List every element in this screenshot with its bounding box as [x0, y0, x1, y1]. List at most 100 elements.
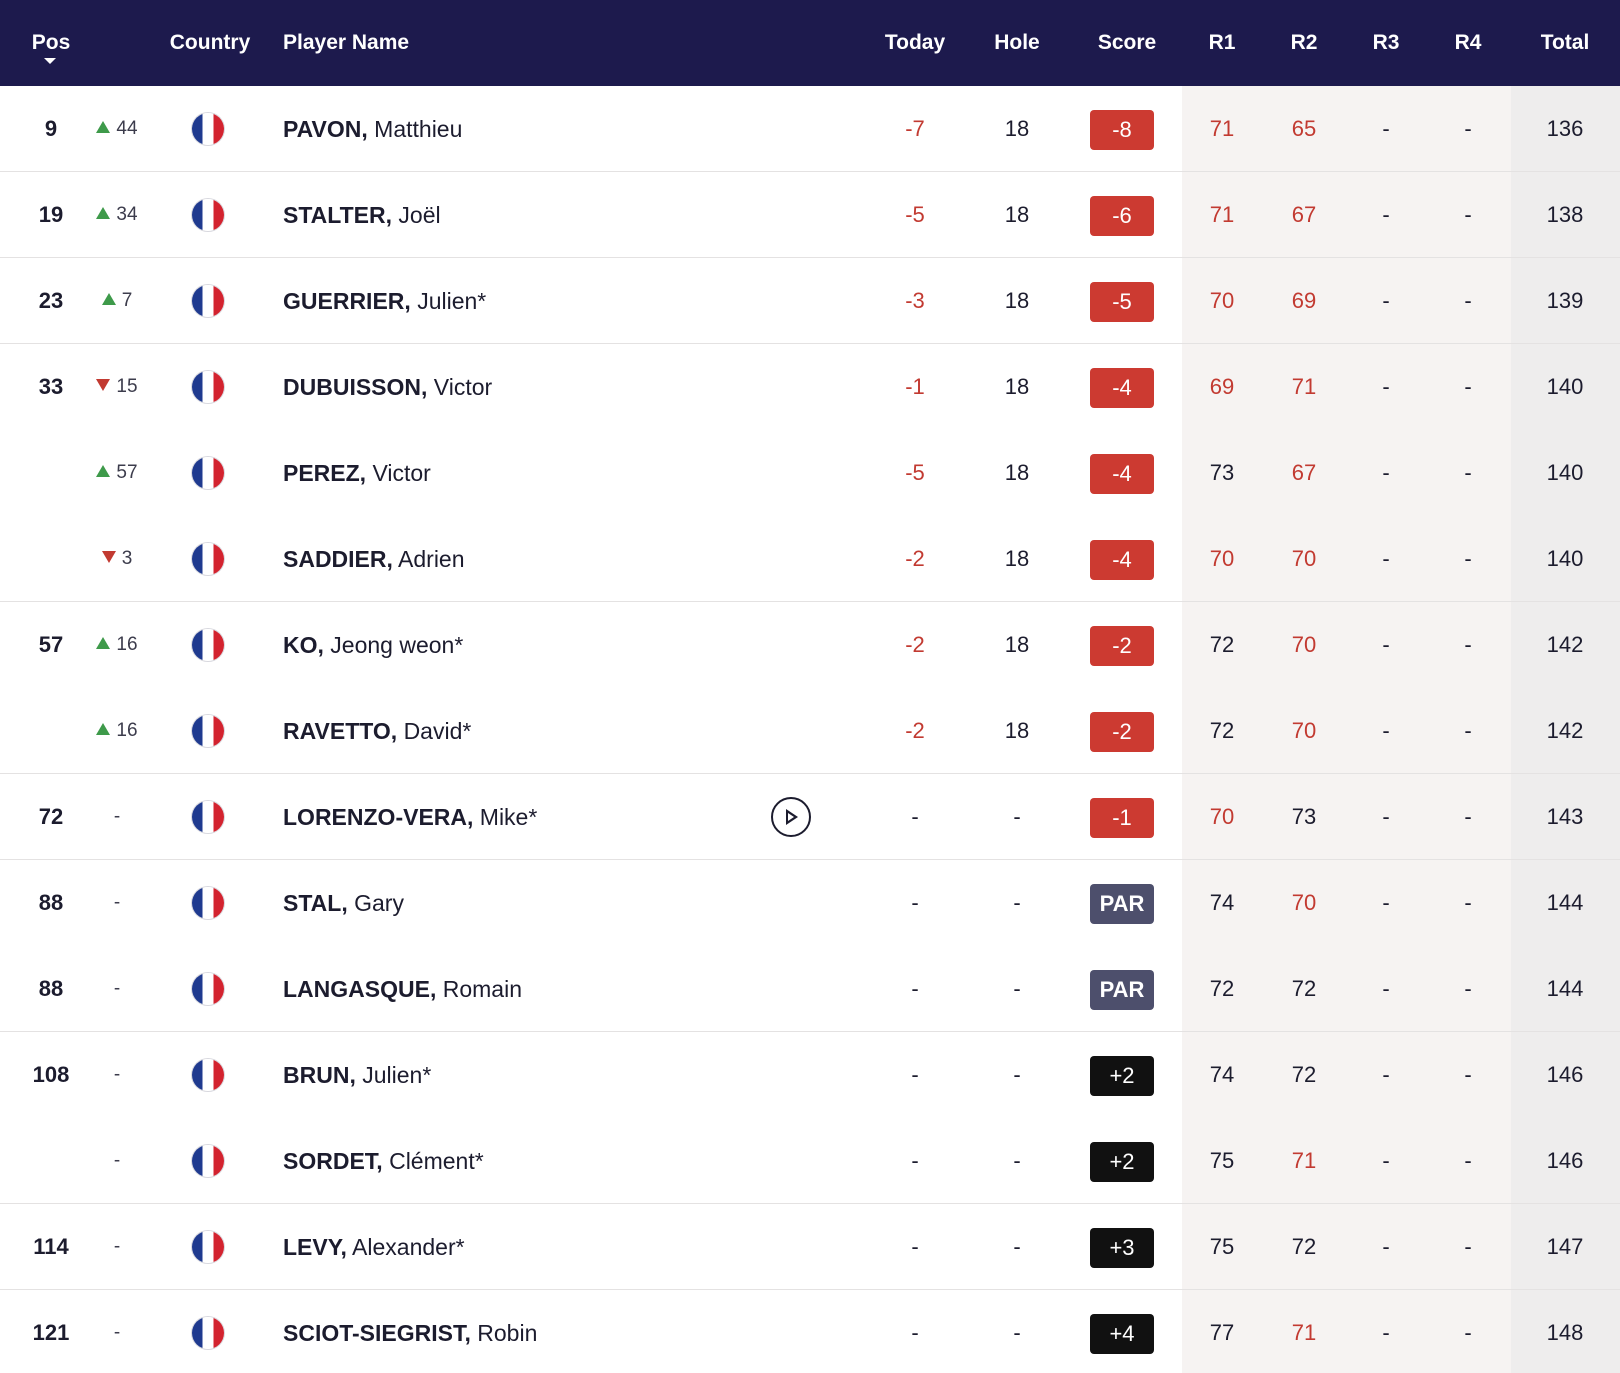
france-flag-icon — [192, 113, 224, 145]
player-name[interactable]: DUBUISSON, Victor — [283, 344, 763, 430]
round-3-score: - — [1382, 546, 1390, 571]
round-4-score: - — [1464, 288, 1472, 313]
table-row[interactable]: 57 PEREZ, Victor -5 18 -4 73 67 - - 140 — [0, 430, 1620, 516]
table-row[interactable]: 72 - LORENZO-VERA, Mike* - - -1 70 73 - - 143 — [0, 774, 1620, 860]
player-name[interactable]: RAVETTO, David* — [283, 688, 763, 774]
round-2-score: 72 — [1291, 1062, 1317, 1087]
score-badge: -4 — [1090, 540, 1154, 581]
round-2-score: 72 — [1291, 976, 1317, 1001]
table-row[interactable]: 57 16 KO, Jeong weon* -2 18 -2 72 70 - - 142 — [0, 602, 1620, 688]
round-4-score: - — [1464, 1320, 1472, 1345]
header-total[interactable]: Total — [1540, 31, 1590, 54]
round-1-score: 72 — [1209, 976, 1235, 1001]
round-3-score: - — [1382, 374, 1390, 399]
player-name[interactable]: PAVON, Matthieu — [283, 86, 763, 172]
total-score: -1 — [1090, 774, 1154, 860]
position-movement: 16 — [88, 688, 146, 774]
player-name[interactable]: BRUN, Julien* — [283, 1032, 763, 1118]
player-name[interactable]: SADDIER, Adrien — [283, 516, 763, 602]
player-name[interactable]: LEVY, Alexander* — [283, 1204, 763, 1290]
hole: 18 — [1004, 288, 1030, 313]
country-flag — [192, 1204, 228, 1290]
round-4-score: - — [1464, 1062, 1472, 1087]
table-row[interactable]: 114 - LEVY, Alexander* - - +3 75 72 - - 147 — [0, 1204, 1620, 1290]
player-name[interactable]: GUERRIER, Julien* — [283, 258, 763, 344]
header-r1[interactable]: R1 — [1208, 31, 1236, 54]
sort-down-icon[interactable] — [44, 58, 56, 64]
player-first-name: Victor — [372, 460, 431, 486]
header-score[interactable]: Score — [1097, 31, 1157, 54]
header-r2[interactable]: R2 — [1290, 31, 1318, 54]
round-2-score: 70 — [1291, 890, 1317, 915]
arrow-down-icon — [96, 378, 111, 391]
player-last-name: BRUN, — [283, 1062, 356, 1088]
player-last-name: SORDET, — [283, 1148, 383, 1174]
header-pos[interactable]: Pos — [20, 0, 82, 86]
table-row[interactable]: 121 - SCIOT-SIEGRIST, Robin - - +4 77 71 - - 148 — [0, 1290, 1620, 1373]
round-3-score: - — [1382, 890, 1390, 915]
score-badge: PAR — [1090, 970, 1154, 1011]
player-name[interactable]: STAL, Gary — [283, 860, 763, 946]
round-2-score: 69 — [1291, 288, 1317, 313]
player-name[interactable]: PEREZ, Victor — [283, 430, 763, 516]
arrow-up-icon — [96, 464, 111, 477]
header-country[interactable]: Country — [169, 31, 251, 54]
movement-value: 34 — [116, 204, 138, 225]
position-movement: - — [88, 1032, 146, 1118]
today-score: -1 — [905, 374, 925, 399]
table-row[interactable]: 23 7 GUERRIER, Julien* -3 18 -5 70 69 - - 139 — [0, 258, 1620, 344]
header-player-name[interactable]: Player Name — [283, 31, 410, 54]
position-movement: 44 — [88, 86, 146, 172]
position: 88 — [38, 890, 64, 915]
player-last-name: STAL, — [283, 890, 348, 916]
table-row[interactable]: 19 34 STALTER, Joël -5 18 -6 71 67 - - 138 — [0, 172, 1620, 258]
player-name[interactable]: SORDET, Clément* — [283, 1118, 763, 1204]
table-row[interactable]: - SORDET, Clément* - - +2 75 71 - - 146 — [0, 1118, 1620, 1204]
player-name[interactable]: LORENZO-VERA, Mike* — [283, 774, 763, 860]
total-strokes: 140 — [1546, 374, 1584, 399]
round-1-score: 75 — [1209, 1148, 1235, 1173]
hole: - — [1013, 976, 1021, 1001]
header-hole[interactable]: Hole — [994, 31, 1040, 54]
round-1-score: 70 — [1209, 546, 1235, 571]
table-row[interactable]: 16 RAVETTO, David* -2 18 -2 72 70 - - 142 — [0, 688, 1620, 774]
table-row[interactable]: 3 SADDIER, Adrien -2 18 -4 70 70 - - 140 — [0, 516, 1620, 602]
header-today[interactable]: Today — [884, 31, 946, 54]
header-r3[interactable]: R3 — [1372, 31, 1400, 54]
round-1-score: 74 — [1209, 890, 1235, 915]
header-r4[interactable]: R4 — [1454, 31, 1482, 54]
player-first-name: Romain — [442, 976, 522, 1002]
round-1-score: 71 — [1209, 116, 1235, 141]
player-name[interactable]: LANGASQUE, Romain — [283, 946, 763, 1032]
position: 108 — [32, 1062, 70, 1087]
hole: 18 — [1004, 116, 1030, 141]
table-row[interactable]: 88 - STAL, Gary - - PAR 74 70 - - 144 — [0, 860, 1620, 946]
player-name[interactable]: KO, Jeong weon* — [283, 602, 763, 688]
movement-value: 16 — [116, 720, 138, 741]
table-row[interactable]: 88 - LANGASQUE, Romain - - PAR 72 72 - - 144 — [0, 946, 1620, 1032]
score-badge: -2 — [1090, 626, 1154, 667]
play-video-button[interactable] — [771, 774, 813, 860]
table-row[interactable]: 108 - BRUN, Julien* - - +2 74 72 - - 146 — [0, 1032, 1620, 1118]
total-score: -5 — [1090, 258, 1154, 344]
player-name[interactable]: STALTER, Joël — [283, 172, 763, 258]
table-row[interactable]: 33 15 DUBUISSON, Victor -1 18 -4 69 71 - - 140 — [0, 344, 1620, 430]
country-flag — [192, 430, 228, 516]
total-score: +4 — [1090, 1290, 1154, 1373]
france-flag-icon — [192, 1059, 224, 1091]
player-last-name: RAVETTO, — [283, 718, 398, 744]
player-last-name: LORENZO-VERA, — [283, 804, 474, 830]
total-strokes: 142 — [1546, 718, 1584, 743]
today-score: -5 — [905, 202, 925, 227]
total-strokes: 140 — [1546, 546, 1584, 571]
country-flag — [192, 1118, 228, 1204]
player-name[interactable]: SCIOT-SIEGRIST, Robin — [283, 1290, 763, 1373]
position: 72 — [38, 804, 64, 829]
table-row[interactable]: 9 44 PAVON, Matthieu -7 18 -8 71 65 - - 136 — [0, 86, 1620, 172]
round-4-score: - — [1464, 546, 1472, 571]
round-3-score: - — [1382, 1234, 1390, 1259]
total-score: -2 — [1090, 602, 1154, 688]
hole: - — [1013, 804, 1021, 829]
france-flag-icon — [192, 1317, 224, 1349]
round-1-score: 71 — [1209, 202, 1235, 227]
